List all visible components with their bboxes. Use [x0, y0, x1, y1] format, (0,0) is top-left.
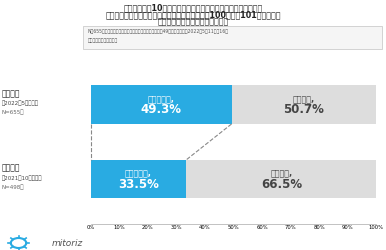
Bar — [91, 160, 186, 198]
Point — [24, 236, 29, 240]
Point — [22, 245, 26, 248]
Text: N=655人: N=655人 — [2, 110, 24, 116]
Line: 2 pts: 2 pts — [24, 238, 26, 240]
Text: ［2021年10月調査］: ［2021年10月調査］ — [2, 175, 42, 181]
Point — [24, 246, 29, 250]
Text: 図表１）今年10月から社会保険の適用外だった中小企業で働く: 図表１）今年10月から社会保険の適用外だった中小企業で働く — [124, 4, 262, 13]
Text: mitoriz: mitoriz — [52, 238, 83, 248]
Text: 知っている,: 知っている, — [148, 95, 174, 104]
Point — [16, 246, 21, 250]
Text: N=498人: N=498人 — [2, 184, 24, 190]
Point — [5, 242, 10, 244]
Line: 2 pts: 2 pts — [24, 246, 26, 248]
Text: 知っている,: 知っている, — [125, 169, 152, 178]
Text: 50.7%: 50.7% — [283, 103, 324, 116]
Text: 短時間パート労働者の社会保険加入が、従業員数100人超（101人以上）に: 短時間パート労働者の社会保険加入が、従業員数100人超（101人以上）に — [105, 10, 281, 20]
Text: 49.3%: 49.3% — [141, 103, 182, 116]
Text: 66.5%: 66.5% — [261, 178, 302, 191]
Point — [24, 242, 29, 244]
Text: インターネットリサーチ: インターネットリサーチ — [88, 38, 118, 43]
Text: 15.8pt上昇: 15.8pt上昇 — [142, 137, 183, 146]
Line: 2 pts: 2 pts — [11, 238, 13, 240]
Text: 33.5%: 33.5% — [118, 178, 159, 191]
Point — [16, 236, 21, 240]
Point — [16, 248, 21, 250]
Point — [8, 246, 13, 250]
Text: ［2022年5月調査］: ［2022年5月調査］ — [2, 100, 39, 106]
Line: 2 pts: 2 pts — [11, 246, 13, 248]
Point — [22, 238, 26, 241]
Point — [11, 238, 15, 241]
Text: 拡大されることをご存知ですか？: 拡大されることをご存知ですか？ — [157, 17, 229, 26]
Point — [16, 234, 21, 238]
FancyBboxPatch shape — [83, 26, 382, 49]
Point — [8, 236, 13, 240]
Text: 知らない,: 知らない, — [293, 95, 315, 104]
Text: 知らない,: 知らない, — [270, 169, 293, 178]
Bar — [91, 85, 232, 124]
Text: 今回調査: 今回調査 — [2, 89, 20, 98]
Point — [11, 245, 15, 248]
Text: 前回調査: 前回調査 — [2, 163, 20, 172]
Bar — [186, 160, 376, 198]
Point — [8, 242, 13, 244]
Text: N＝655人、弊社に登録する非正規で働く女性（平均年齢49歳）調査期間：2022年5月11日〜16日: N＝655人、弊社に登録する非正規で働く女性（平均年齢49歳）調査期間：2022… — [88, 29, 229, 34]
Bar — [232, 85, 376, 124]
Point — [27, 242, 32, 244]
